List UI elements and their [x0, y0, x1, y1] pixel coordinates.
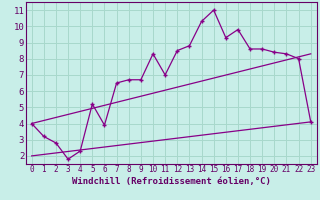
X-axis label: Windchill (Refroidissement éolien,°C): Windchill (Refroidissement éolien,°C) — [72, 177, 271, 186]
